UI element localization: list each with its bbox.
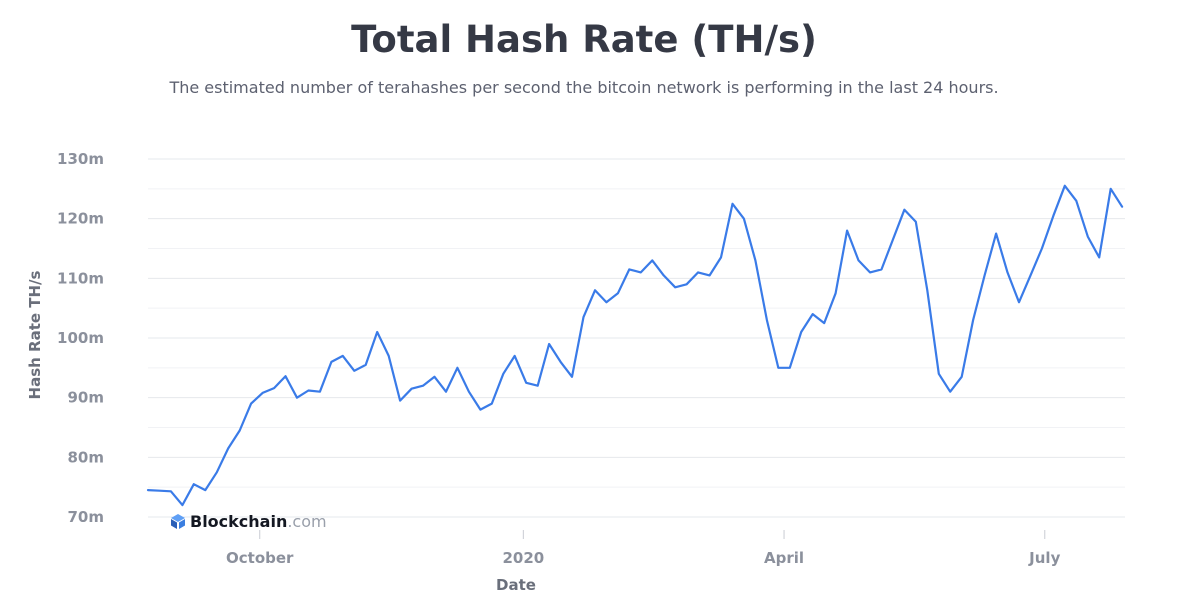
y-tick-label: 110m bbox=[57, 269, 104, 287]
y-tick-label: 100m bbox=[57, 329, 104, 347]
y-tick-label: 90m bbox=[67, 389, 104, 407]
y-axis-ticks: 70m 80m 90m 100m 110m 120m 130m bbox=[57, 150, 104, 526]
x-tick-label: April bbox=[764, 549, 804, 567]
grid-lines bbox=[148, 158, 1125, 518]
y-tick-label: 70m bbox=[67, 508, 104, 526]
series-line bbox=[146, 184, 1124, 507]
x-tick-label: October bbox=[226, 549, 294, 567]
svg-text:Blockchain.com: Blockchain.com bbox=[190, 512, 327, 531]
x-tick-label: July bbox=[1028, 549, 1060, 567]
x-axis-label: Date bbox=[496, 576, 536, 594]
blockchain-logo: Blockchain.com bbox=[171, 512, 327, 531]
x-tick-label: 2020 bbox=[502, 549, 544, 567]
x-axis-ticks: October 2020 April July bbox=[226, 530, 1061, 567]
y-tick-label: 120m bbox=[57, 210, 104, 228]
blockchain-logo-icon bbox=[171, 514, 185, 529]
chart-title: Total Hash Rate (TH/s) bbox=[351, 18, 817, 61]
y-tick-label: 80m bbox=[67, 448, 104, 466]
blockchain-logo-suffix: .com bbox=[287, 512, 326, 531]
blockchain-logo-name: Blockchain bbox=[190, 512, 287, 531]
y-axis-label: Hash Rate TH/s bbox=[26, 270, 44, 399]
chart-subtitle: The estimated number of terahashes per s… bbox=[169, 78, 999, 97]
y-tick-label: 130m bbox=[57, 150, 104, 168]
